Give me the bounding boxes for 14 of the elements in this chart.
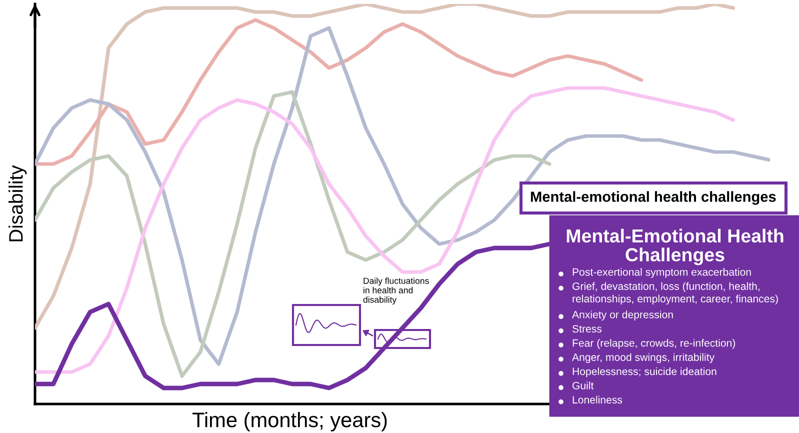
annotation: Grief, devastation, loss (function, health, relationships, employment, career, finances) [572,282,778,305]
annotation: Fear (relapse, crowds, re-infection) [572,339,736,349]
annotation: Post-exertional symptom exacerbation [572,268,751,278]
annotation: Loneliness [572,396,622,404]
annotation: Mental-Emotional Health Challenges [566,228,784,266]
annotation: Guilt [572,382,594,390]
x-axis-title: Time (months; years) [192,412,387,432]
annotation: Stress [572,325,602,333]
annotation: Daily fluctuations in health and disability [363,277,429,305]
y-axis-title: Disability [8,165,27,242]
annotation: Anxiety or depression [572,310,673,320]
annotation: Anger, mood swings, irritability [572,353,715,364]
annotation: Hopelessness; suicide ideation [572,367,716,378]
annotation: Mental-emotional health challenges [530,191,776,205]
